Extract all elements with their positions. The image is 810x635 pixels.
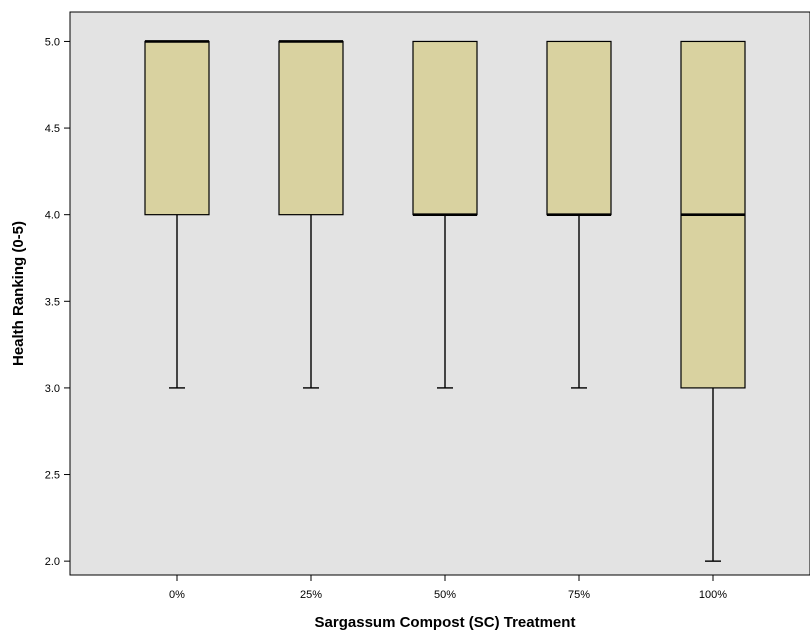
y-tick-label: 3.5 bbox=[45, 296, 60, 308]
iqr-box bbox=[546, 40, 612, 216]
x-axis-title: Sargassum Compost (SC) Treatment bbox=[315, 614, 576, 631]
y-tick-label: 3.0 bbox=[45, 383, 60, 395]
iqr-box bbox=[278, 40, 344, 216]
iqr-box bbox=[412, 40, 478, 216]
box-50pct bbox=[412, 40, 478, 389]
box-series bbox=[144, 40, 746, 562]
y-axis-title: Health Ranking (0-5) bbox=[10, 221, 27, 366]
x-tick-label: 100% bbox=[699, 589, 727, 601]
box-25pct bbox=[278, 40, 344, 389]
y-axis: 2.0 2.5 3.0 3.5 4.0 4.5 5.0 bbox=[45, 36, 70, 568]
y-tick-label: 2.0 bbox=[45, 556, 60, 568]
x-tick-label: 75% bbox=[568, 589, 590, 601]
x-tick-label: 25% bbox=[300, 589, 322, 601]
x-tick-label: 50% bbox=[434, 589, 456, 601]
x-tick-label: 0% bbox=[169, 589, 185, 601]
x-axis: 0% 25% 50% 75% 100% bbox=[169, 575, 727, 601]
y-tick-label: 4.5 bbox=[45, 123, 60, 135]
box-100pct bbox=[680, 40, 746, 562]
y-tick-label: 5.0 bbox=[45, 36, 60, 48]
box-75pct bbox=[546, 40, 612, 389]
y-tick-label: 2.5 bbox=[45, 470, 60, 482]
y-tick-label: 4.0 bbox=[45, 210, 60, 222]
box-0pct bbox=[144, 40, 210, 389]
iqr-box bbox=[144, 40, 210, 216]
